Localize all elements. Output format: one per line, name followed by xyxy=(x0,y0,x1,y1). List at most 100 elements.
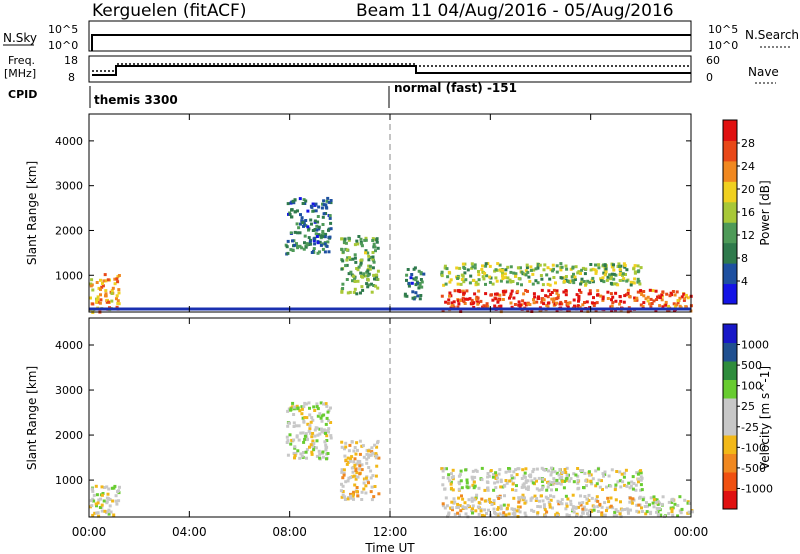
data-cell xyxy=(638,496,641,500)
data-cell xyxy=(503,494,506,498)
data-cell xyxy=(461,262,465,266)
data-cell xyxy=(511,512,515,516)
data-cell xyxy=(342,468,346,472)
data-cell xyxy=(364,249,368,253)
data-cell xyxy=(508,467,512,471)
data-cell xyxy=(450,301,454,305)
data-cell xyxy=(537,297,541,300)
data-cell xyxy=(360,242,364,246)
data-cell xyxy=(612,277,616,281)
data-cell xyxy=(467,498,471,502)
data-cell xyxy=(623,483,627,487)
data-cell xyxy=(488,275,492,279)
data-cell xyxy=(483,271,487,275)
data-cell xyxy=(635,298,639,302)
data-cell xyxy=(596,499,600,503)
data-cell xyxy=(375,464,379,468)
data-cell xyxy=(660,298,664,302)
y-tick-label: 1000 xyxy=(55,474,83,487)
data-cell xyxy=(344,264,348,268)
data-cell xyxy=(505,506,509,510)
data-cell xyxy=(351,257,355,261)
data-cell xyxy=(572,510,576,514)
data-cell xyxy=(307,429,311,433)
data-cell xyxy=(496,495,500,499)
data-cell xyxy=(324,402,328,406)
data-cell xyxy=(307,227,311,231)
data-cell xyxy=(559,500,562,504)
data-cell xyxy=(582,505,586,509)
data-cell xyxy=(329,221,333,225)
data-cell xyxy=(366,269,370,273)
data-cell xyxy=(565,502,569,506)
data-cell xyxy=(364,238,368,242)
data-cell xyxy=(370,446,374,450)
data-cell xyxy=(515,484,518,488)
data-cell xyxy=(546,301,550,305)
data-cell xyxy=(303,401,307,405)
data-cell xyxy=(625,268,629,272)
colorbar-segment xyxy=(723,472,737,491)
data-cell xyxy=(340,470,344,474)
data-cell xyxy=(486,472,490,475)
data-cell xyxy=(520,270,524,274)
data-cell xyxy=(459,282,463,286)
data-cell xyxy=(646,299,650,303)
data-cell xyxy=(376,286,380,290)
data-cell xyxy=(610,265,614,269)
data-cell xyxy=(99,287,102,291)
data-cell xyxy=(527,275,531,279)
data-cell xyxy=(358,452,362,456)
colorbar-segment xyxy=(723,140,737,162)
data-cell xyxy=(497,497,501,500)
data-cell xyxy=(457,505,460,509)
data-cell xyxy=(314,202,318,206)
data-cell xyxy=(595,301,599,305)
data-cell xyxy=(542,503,546,507)
data-cell xyxy=(581,469,585,472)
data-cell xyxy=(303,241,306,245)
data-cell xyxy=(505,481,509,485)
data-cell xyxy=(535,497,539,500)
data-cell xyxy=(617,262,621,266)
data-cell xyxy=(340,495,344,499)
data-cell xyxy=(302,222,306,226)
data-cell xyxy=(524,514,528,518)
data-cell xyxy=(371,474,375,478)
data-cell xyxy=(414,291,418,295)
data-cell xyxy=(570,275,574,279)
data-cell xyxy=(509,270,513,274)
data-cell xyxy=(499,304,503,308)
data-cell xyxy=(622,475,626,479)
data-cell xyxy=(673,502,677,506)
data-cell xyxy=(456,299,460,303)
data-cell xyxy=(462,300,466,304)
data-cell xyxy=(458,504,462,508)
data-cell xyxy=(635,296,639,300)
data-cell xyxy=(585,497,589,501)
data-cell xyxy=(486,488,490,492)
data-cell xyxy=(508,296,511,300)
data-cell xyxy=(671,513,675,517)
data-cell xyxy=(371,251,375,254)
data-cell xyxy=(340,440,344,444)
data-cell xyxy=(349,494,353,498)
data-cell xyxy=(494,268,498,272)
data-cell xyxy=(645,501,648,505)
data-cell xyxy=(589,268,593,272)
data-cell xyxy=(486,481,490,484)
data-cell xyxy=(353,280,357,283)
data-cell xyxy=(447,511,451,515)
data-cell xyxy=(373,277,377,281)
data-cell xyxy=(95,281,99,284)
data-cell xyxy=(312,247,316,251)
data-cell xyxy=(610,298,613,302)
data-cell xyxy=(485,302,489,306)
data-cell xyxy=(625,484,629,488)
data-cell xyxy=(458,266,462,270)
data-cell xyxy=(538,309,542,313)
data-cell xyxy=(114,494,118,498)
data-cell xyxy=(482,277,486,281)
data-cell xyxy=(321,232,325,235)
data-cell xyxy=(417,269,421,273)
